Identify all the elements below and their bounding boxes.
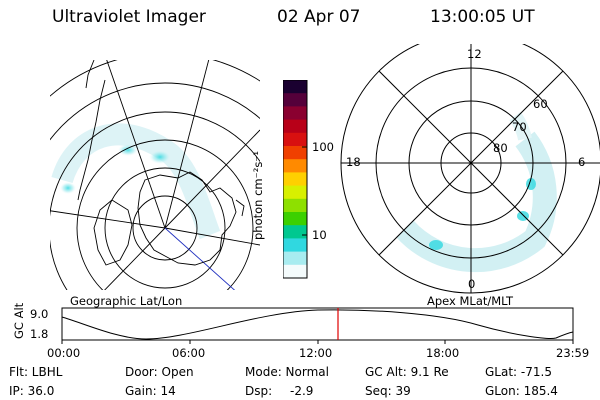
mlat-label-80: 80 xyxy=(493,141,508,155)
antarctica-coastline xyxy=(137,171,237,266)
colorbar xyxy=(283,80,308,279)
mlt-diagonal xyxy=(378,70,564,256)
altitude-xtick: 18:00 xyxy=(426,346,460,360)
aurora-spot xyxy=(429,240,443,250)
altitude-xtick: 00:00 xyxy=(47,346,81,360)
mlt-label-12: 12 xyxy=(467,47,482,61)
door-status: Door: Open xyxy=(125,365,194,379)
glat-status: GLat: -71.5 xyxy=(485,365,552,379)
colorbar-band xyxy=(283,119,307,134)
latitude-circle xyxy=(76,139,254,290)
altitude-plot-frame xyxy=(61,307,574,341)
latitude-circle xyxy=(132,195,198,261)
colorbar-band xyxy=(283,106,307,121)
apex-caption: Apex MLat/MLT xyxy=(427,294,514,308)
colorbar-border xyxy=(283,80,308,279)
colorbar-band xyxy=(283,93,307,107)
colorbar-band xyxy=(283,251,307,266)
latitude-circle xyxy=(50,60,260,97)
meridian-line xyxy=(50,210,166,229)
aurora-spot xyxy=(149,150,171,164)
colorbar-band xyxy=(283,172,307,187)
midnight-meridian xyxy=(164,227,236,290)
instrument-title: Ultraviolet Imager xyxy=(52,7,206,27)
coastline xyxy=(77,79,106,201)
colorbar-unit-label: photon cm⁻²s⁻¹ xyxy=(251,151,265,240)
meridian-line xyxy=(104,227,166,290)
colorbar-band xyxy=(283,264,307,279)
altitude-xtick: 12:00 xyxy=(299,346,333,360)
mlat-mlt-polar-plot xyxy=(340,44,600,294)
geographic-map xyxy=(50,60,260,290)
latitude-circle xyxy=(50,82,260,141)
colorbar-band xyxy=(283,185,307,200)
latitude-circle xyxy=(104,167,226,289)
coastline xyxy=(235,199,245,217)
altitude-curve xyxy=(61,309,574,340)
altitude-plot xyxy=(61,307,574,344)
colorbar-band xyxy=(283,225,307,239)
coastline xyxy=(93,199,133,266)
dsp-label: Dsp: xyxy=(245,384,273,398)
filter-status: Flt: LBHL xyxy=(9,365,63,379)
colorbar-band xyxy=(283,238,307,253)
altitude-xtick: 06:00 xyxy=(172,346,206,360)
gain-status: Gain: 14 xyxy=(125,384,176,398)
meridian-line xyxy=(106,60,166,229)
altitude-ytick: 1.8 xyxy=(30,327,49,341)
mlt-label-0: 0 xyxy=(468,277,476,291)
colorbar-band xyxy=(283,146,307,160)
date-label: 02 Apr 07 xyxy=(277,7,361,27)
mlat-label-70: 70 xyxy=(512,120,527,134)
colorbar-band xyxy=(283,132,307,147)
aurora-spot xyxy=(60,182,76,194)
meridian-line xyxy=(164,129,260,229)
meridian-line xyxy=(164,60,210,229)
latitude-circle xyxy=(50,111,260,290)
colorbar-band xyxy=(283,80,307,94)
gc-alt-status: GC Alt: 9.1 Re xyxy=(365,365,449,379)
mlt-label-18: 18 xyxy=(346,155,361,169)
colorbar-band xyxy=(283,159,307,173)
time-label: 13:00:05 UT xyxy=(430,7,535,27)
geographic-caption: Geographic Lat/Lon xyxy=(70,294,183,308)
altitude-ylabel: GC Alt xyxy=(12,302,26,339)
colorbar-tick-label: 100 xyxy=(312,140,334,154)
aurora-spot xyxy=(118,144,138,156)
mlat-label-60: 60 xyxy=(533,97,548,111)
mlt-label-6: 6 xyxy=(578,155,586,169)
coastline xyxy=(85,60,95,89)
meridian-line xyxy=(164,227,260,246)
colorbar-band xyxy=(283,198,307,213)
altitude-ytick: 9.0 xyxy=(30,307,49,321)
dsp-value: -2.9 xyxy=(290,384,314,398)
glon-status: GLon: 185.4 xyxy=(485,384,558,398)
ip-status: IP: 36.0 xyxy=(9,384,55,398)
seq-status: Seq: 39 xyxy=(365,384,411,398)
altitude-xtick: 23:59 xyxy=(556,346,590,360)
mode-status: Mode: Normal xyxy=(245,365,329,379)
colorbar-tick-label: 10 xyxy=(312,228,327,242)
colorbar-band xyxy=(283,212,307,226)
